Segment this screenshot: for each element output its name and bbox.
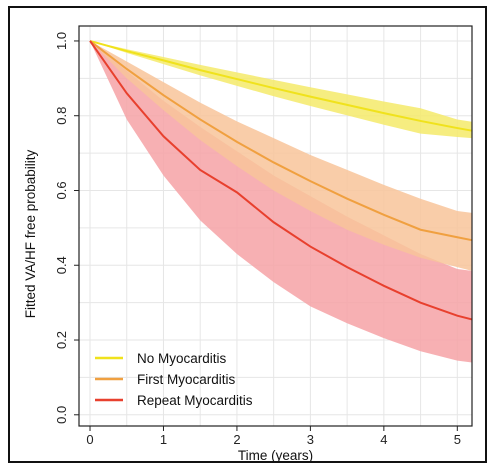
x-tick-label: 1	[160, 432, 167, 447]
y-tick-label: 0.2	[54, 331, 69, 349]
y-tick-label: 0.6	[54, 181, 69, 199]
x-axis-title: Time (years)	[238, 448, 313, 461]
x-tick-label: 3	[307, 432, 314, 447]
y-tick-label: 0.4	[54, 256, 69, 274]
x-tick-label: 5	[454, 432, 461, 447]
line-no-myocarditis	[89, 39, 473, 132]
legend-label: Repeat Myocarditis	[137, 393, 253, 408]
survival-chart: 0 1 2 3 4 5 0.0 0.2 0.4 0.6 0.8 1.0 Time (years) Fi…	[23, 25, 473, 461]
plot-area-border	[78, 25, 473, 427]
y-tick-label: 0.0	[54, 406, 69, 424]
y-axis-title: Fitted VA/HF free probability	[23, 149, 38, 318]
y-tick-label: 0.8	[54, 107, 69, 125]
band-first-myocarditis	[90, 40, 473, 271]
legend: No Myocarditis First Myocarditis Repeat My…	[95, 351, 253, 408]
legend-label: First Myocarditis	[137, 372, 236, 387]
legend-label: No Myocarditis	[137, 351, 227, 366]
series-lines	[89, 39, 473, 321]
y-tick-label: 1.0	[54, 32, 69, 50]
x-tick-label: 0	[86, 432, 93, 447]
x-tick-label: 2	[233, 432, 240, 447]
x-tick-label: 4	[380, 432, 387, 447]
line-repeat-myocarditis	[89, 40, 473, 321]
line-first-myocarditis	[89, 40, 473, 242]
figure-frame: 0 1 2 3 4 5 0.0 0.2 0.4 0.6 0.8 1.0 Time (years) Fi…	[8, 6, 487, 463]
axis-ticks: 0 1 2 3 4 5 0.0 0.2 0.4 0.6 0.8 1.0	[54, 32, 461, 447]
